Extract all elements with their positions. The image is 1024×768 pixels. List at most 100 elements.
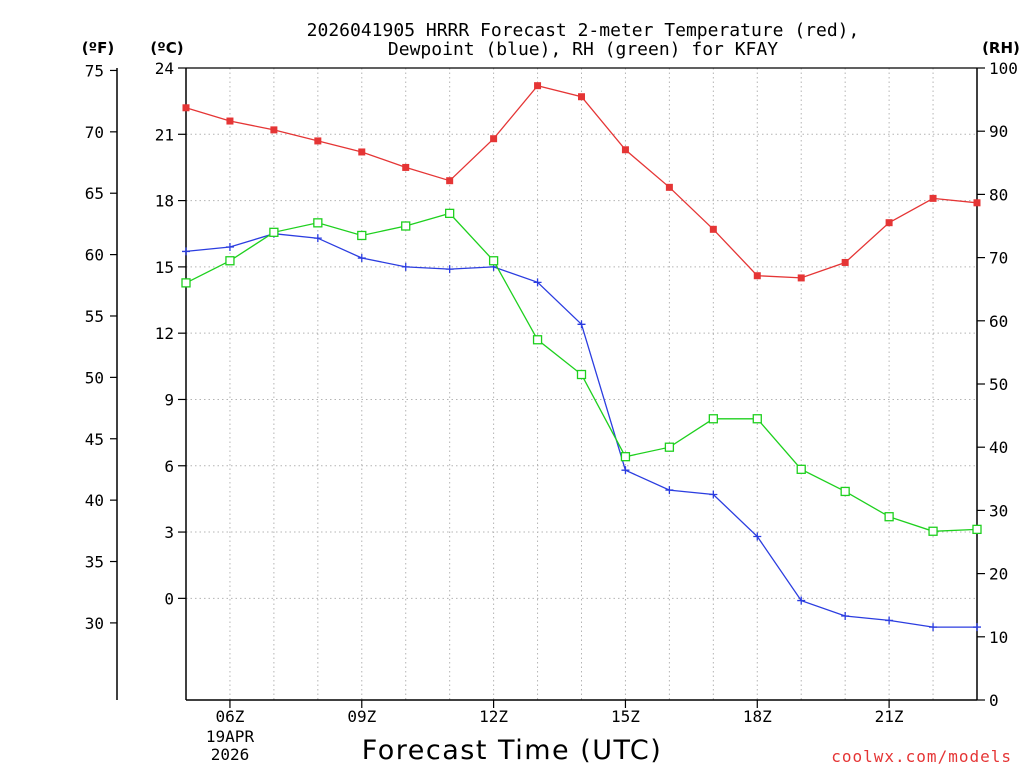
rh-tick-label: 50 (989, 375, 1008, 394)
title-line-2: Dewpoint (blue), RH (green) for KFAY (388, 39, 778, 60)
temperature-point (270, 126, 278, 134)
celsius-tick-label: 3 (164, 523, 174, 542)
rh-tick-label: 80 (989, 185, 1008, 204)
rh-point (488, 256, 499, 266)
celsius-tick-label: 0 (164, 589, 174, 608)
rh-point (752, 414, 762, 424)
dewpoint-point (797, 596, 806, 605)
celsius-tick-label: 24 (155, 59, 174, 78)
x-tick-label: 21Z (875, 707, 904, 726)
rh-unit-label: (RH) (982, 39, 1020, 57)
fahrenheit-unit-label: (ºF) (82, 39, 114, 57)
x-tick-label: 12Z (479, 707, 508, 726)
temperature-point (929, 194, 937, 202)
dewpoint-point (665, 486, 674, 495)
fahrenheit-tick-label: 40 (85, 491, 104, 510)
temperature-point (402, 163, 410, 171)
rh-point (664, 442, 675, 452)
fahrenheit-tick-label: 75 (85, 61, 104, 80)
dewpoint-point (973, 623, 981, 632)
rh-point (313, 218, 323, 228)
rh-tick-label: 70 (989, 249, 1008, 268)
celsius-tick-label: 9 (164, 390, 174, 409)
fahrenheit-tick-label: 35 (85, 553, 104, 572)
rh-point (576, 369, 587, 380)
axes: 06Z 09Z 12Z 15Z 18Z 21Z 0 3 6 9 12 15 18 21 24 30 35 40 45… (85, 59, 1018, 726)
temperature-point (446, 177, 454, 185)
dewpoint-point (401, 262, 410, 271)
dewpoint-point (533, 278, 542, 287)
rh-point (928, 526, 938, 536)
x-tick-label: 15Z (611, 707, 640, 726)
rh-point (181, 278, 191, 288)
dewpoint-point (577, 320, 586, 329)
rh-point (445, 208, 455, 219)
rh-tick-label: 60 (989, 312, 1008, 331)
temperature-point (314, 137, 322, 145)
dewpoint-point (182, 247, 190, 256)
temperature-point (709, 225, 717, 233)
dewpoint-point (225, 242, 234, 251)
x-tick-label: 18Z (743, 707, 772, 726)
rh-tick-label: 40 (989, 438, 1008, 457)
dewpoint-point (621, 466, 630, 475)
data-series (181, 82, 982, 632)
rh-point (708, 414, 718, 424)
temperature-point (665, 183, 673, 191)
celsius-tick-label: 18 (155, 192, 174, 211)
dewpoint-point (709, 490, 718, 499)
credit-label: coolwx.com/models (831, 747, 1012, 766)
fahrenheit-tick-label: 50 (85, 368, 104, 387)
temperature-point (973, 199, 981, 207)
celsius-tick-label: 12 (155, 324, 174, 343)
temperature-point (797, 274, 805, 282)
dewpoint-point (929, 623, 938, 632)
celsius-unit-label: (ºC) (150, 39, 183, 57)
rh-point (884, 512, 894, 522)
rh-point (532, 335, 543, 345)
rh-point (972, 524, 982, 535)
dewpoint-point (313, 234, 322, 243)
rh-point (269, 227, 279, 237)
celsius-tick-label: 15 (155, 258, 174, 277)
rh-tick-label: 10 (989, 628, 1008, 647)
chart-title: 2026041905 HRRR Forecast 2-meter Tempera… (307, 20, 860, 60)
temperature-point (578, 93, 585, 101)
dewpoint-point (753, 532, 762, 541)
rh-point (401, 221, 411, 231)
x-axis-title: Forecast Time (UTC) (362, 735, 663, 766)
temperature-point (885, 219, 893, 227)
fahrenheit-tick-label: 70 (85, 123, 104, 142)
temperature-point (753, 272, 761, 280)
rh-tick-label: 90 (989, 122, 1008, 141)
temperature-point (534, 82, 542, 90)
temperature-point (182, 104, 190, 112)
rh-point (796, 464, 806, 474)
x-tick-label: 06Z (215, 707, 244, 726)
dewpoint-point (357, 254, 366, 263)
temperature-point (621, 146, 629, 154)
x-tick-label: 09Z (347, 707, 376, 726)
celsius-tick-label: 21 (155, 125, 174, 144)
dewpoint-point (841, 612, 850, 621)
rh-tick-label: 20 (989, 565, 1008, 584)
rh-point (620, 452, 631, 462)
celsius-tick-label: 6 (164, 457, 174, 476)
fahrenheit-tick-label: 65 (85, 184, 104, 203)
temperature-point (358, 148, 366, 156)
gridlines (186, 67, 977, 700)
rh-point (225, 256, 235, 266)
rh-point (357, 230, 367, 241)
rh-tick-label: 100 (989, 59, 1018, 78)
temperature-point (226, 117, 234, 125)
dewpoint-point (445, 265, 454, 274)
fahrenheit-tick-label: 45 (85, 430, 104, 449)
fahrenheit-tick-label: 30 (85, 614, 104, 633)
rh-tick-label: 0 (989, 691, 999, 710)
fahrenheit-tick-label: 60 (85, 246, 104, 265)
date-label-year: 2026 (211, 745, 250, 764)
temperature-point (841, 258, 849, 266)
date-label-day: 19APR (206, 727, 255, 746)
rh-tick-label: 30 (989, 501, 1008, 520)
